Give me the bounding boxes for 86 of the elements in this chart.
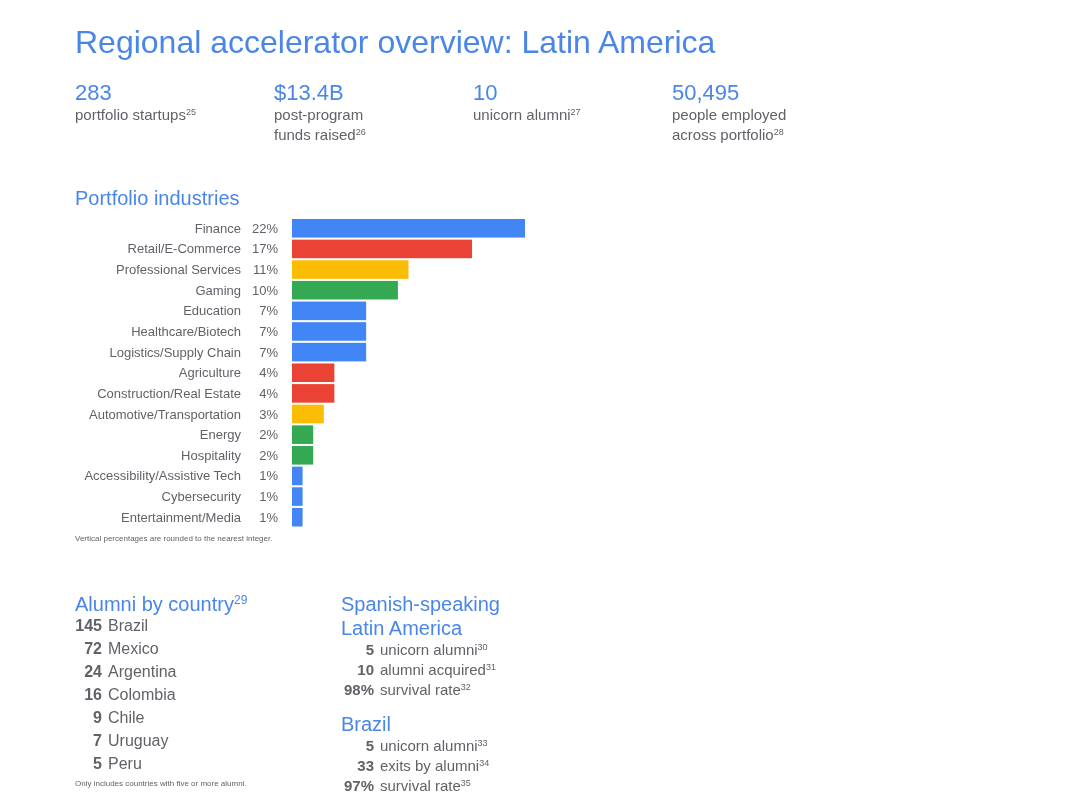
text: $13.4B	[274, 80, 344, 105]
text: Vertical percentages are rounded to the nearest integer.	[75, 534, 273, 543]
category-label: unicorn alumni$^{30}$	[380, 641, 488, 658]
text: Spanish-speaking Latin America	[341, 593, 500, 639]
y-tick-label: Energy	[199, 427, 242, 443]
y-tick-label: Accessibility/Assistive Tech	[84, 468, 241, 484]
y-tick-label: Retail/E-Commerce	[127, 241, 241, 257]
data-label: 1%	[259, 468, 279, 484]
text: 33	[357, 757, 374, 774]
y-tick-label: Education	[183, 303, 241, 319]
bar	[292, 342, 367, 362]
text: 5	[365, 641, 374, 658]
y-tick-label: Logistics/Supply Chain	[109, 344, 241, 360]
bar	[292, 280, 398, 300]
bar	[292, 466, 303, 486]
bar	[292, 363, 335, 383]
data-label: 2%	[259, 427, 279, 443]
bar	[292, 487, 303, 506]
y-tick-label: Finance	[194, 220, 241, 236]
y-tick-label: Gaming	[195, 282, 241, 298]
bar	[292, 404, 324, 424]
y-tick-label: Automotive/Transportation	[89, 406, 241, 422]
category-label: Uruguay	[108, 732, 169, 749]
category-label: Colombia	[108, 686, 176, 703]
bar	[292, 507, 303, 527]
data-label: 3%	[259, 406, 279, 422]
text: Regional accelerator overview: Latin America	[75, 24, 716, 60]
data-label: 16	[84, 686, 103, 703]
data-label: 4%	[259, 365, 279, 381]
data-label: 5	[93, 755, 103, 772]
y-tick-label: Construction/Real Estate	[97, 385, 241, 401]
text: portfolio startups$^{25}$	[75, 106, 196, 123]
category-label: Mexico	[108, 640, 159, 657]
data-label: 1%	[259, 489, 279, 505]
data-label: 7%	[259, 303, 279, 319]
text: 5	[365, 737, 374, 754]
text: unicorn alumni$^{27}$	[473, 106, 581, 123]
category-label: Brazil	[108, 617, 149, 634]
data-label: 1%	[259, 509, 279, 525]
data-label: 22%	[251, 220, 279, 236]
data-label: 7%	[259, 323, 279, 339]
category-label: Peru	[108, 755, 142, 772]
y-tick-label: Hospitality	[181, 447, 242, 463]
text: 98%	[343, 681, 374, 698]
text: 283	[75, 80, 112, 105]
y-tick-label: Cybersecurity	[161, 489, 242, 505]
y-tick-label: Entertainment/Media	[121, 509, 242, 525]
data-label: 17%	[251, 241, 279, 257]
data-label: 4%	[259, 385, 279, 401]
data-label: 72	[84, 640, 103, 657]
data-label: 10%	[251, 282, 279, 298]
y-tick-label: Agriculture	[178, 365, 241, 381]
category-label: unicorn alumni$^{33}$	[380, 737, 488, 754]
data-label: 9	[93, 709, 103, 726]
text: Alumni by country$^{29}$	[75, 593, 248, 615]
bar	[292, 384, 335, 403]
category-label: alumni acquired$^{31}$	[380, 661, 496, 678]
data-label: 24	[84, 663, 103, 680]
y-tick-label: Healthcare/Biotech	[131, 323, 241, 339]
data-label: 7	[93, 732, 103, 749]
bar	[292, 219, 525, 238]
data-label: 11%	[252, 262, 279, 278]
text: 97%	[343, 777, 374, 794]
bar	[292, 446, 314, 465]
category-label: exits by alumni$^{34}$	[380, 757, 490, 774]
data-label: 145	[75, 617, 103, 634]
text: 10	[473, 80, 498, 105]
y-tick-label: Professional Services	[116, 262, 242, 278]
bar	[292, 239, 473, 259]
text: 50,495	[672, 80, 740, 105]
bar	[292, 322, 367, 341]
category-label: Chile	[108, 709, 145, 726]
text: Only includes countries with five or more alumni.	[75, 779, 247, 788]
text: Brazil	[341, 713, 392, 735]
category-label: survival rate$^{35}$	[380, 777, 471, 794]
bar	[292, 425, 314, 444]
text: post-program funds raised$^{26}$	[274, 106, 366, 143]
data-label: 7%	[259, 344, 279, 360]
bar	[292, 301, 367, 321]
data-label: 2%	[259, 447, 279, 463]
chart-title: Portfolio industries	[75, 187, 240, 209]
text: 10	[357, 661, 374, 678]
category-label: Argentina	[108, 663, 177, 680]
text: people employed across portfolio$^{28}$	[672, 106, 787, 143]
category-label: survival rate$^{32}$	[380, 681, 471, 698]
bar	[292, 260, 409, 279]
